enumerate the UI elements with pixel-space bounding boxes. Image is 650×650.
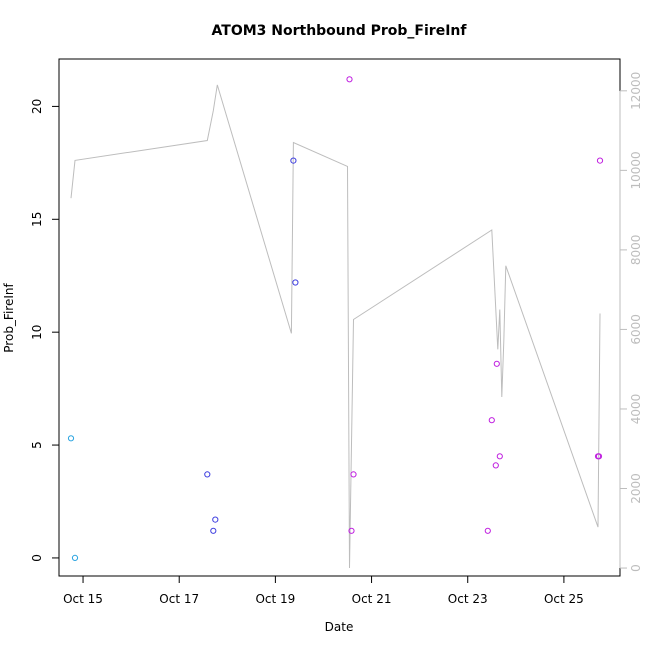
x-axis: Oct 15 Oct 17 Oct 19 Oct 21 Oct 23 Oct 25 bbox=[63, 575, 584, 606]
data-point bbox=[595, 453, 603, 460]
y2-tick-label: 0 bbox=[629, 564, 643, 572]
y-tick-label: 0 bbox=[30, 554, 44, 562]
secondary-line-layer bbox=[70, 84, 601, 569]
data-point bbox=[292, 279, 299, 286]
data-point bbox=[350, 471, 357, 478]
data-point bbox=[71, 554, 79, 562]
x-tick-label: Oct 19 bbox=[255, 592, 295, 606]
x-tick-label: Oct 23 bbox=[448, 592, 488, 606]
y-axis-right: 0 2000 4000 6000 8000 10000 12000 bbox=[619, 72, 643, 572]
y2-tick-label: 12000 bbox=[629, 72, 643, 110]
secondary-series-line bbox=[70, 84, 601, 569]
data-point bbox=[346, 76, 353, 83]
y-axis-label: Prob_FireInf bbox=[2, 283, 16, 353]
y2-tick-label: 6000 bbox=[629, 314, 643, 345]
data-point bbox=[67, 435, 75, 442]
y-tick-label: 20 bbox=[30, 99, 44, 114]
y-tick-label: 15 bbox=[30, 212, 44, 227]
x-tick-label: Oct 25 bbox=[544, 592, 584, 606]
data-point bbox=[204, 471, 211, 478]
y-tick-label: 10 bbox=[30, 325, 44, 340]
data-point bbox=[493, 360, 500, 367]
data-point bbox=[290, 157, 297, 164]
y2-tick-label: 2000 bbox=[629, 473, 643, 504]
data-point bbox=[210, 527, 217, 534]
y2-tick-label: 10000 bbox=[629, 151, 643, 189]
data-point bbox=[492, 462, 499, 469]
points-layer bbox=[67, 76, 604, 562]
plot-frame bbox=[58, 58, 621, 577]
x-tick-label: Oct 15 bbox=[63, 592, 103, 606]
data-point bbox=[496, 453, 503, 460]
data-point bbox=[484, 527, 491, 534]
y-axis-left: 0 5 10 15 20 bbox=[30, 99, 60, 562]
data-point bbox=[348, 527, 355, 534]
y-tick-label: 5 bbox=[30, 441, 44, 449]
data-point bbox=[488, 417, 495, 424]
chart-title: ATOM3 Northbound Prob_FireInf bbox=[212, 23, 468, 39]
x-tick-label: Oct 21 bbox=[352, 592, 392, 606]
data-point bbox=[596, 157, 604, 164]
data-point bbox=[212, 516, 219, 523]
y2-tick-label: 8000 bbox=[629, 235, 643, 266]
y2-tick-label: 4000 bbox=[629, 394, 643, 425]
x-axis-label: Date bbox=[325, 620, 354, 634]
x-tick-label: Oct 17 bbox=[159, 592, 199, 606]
